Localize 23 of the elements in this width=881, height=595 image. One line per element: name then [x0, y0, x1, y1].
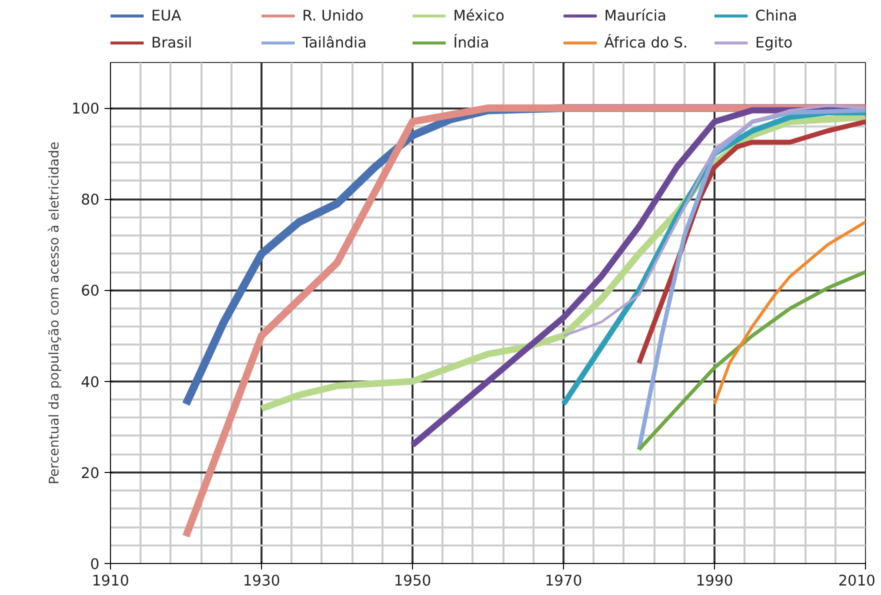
x-tick-label: 2010	[838, 572, 876, 590]
x-tick-label: 1910	[92, 572, 130, 590]
x-tick-label: 1970	[544, 572, 582, 590]
y-tick-label: 60	[80, 282, 100, 300]
y-axis-title: Percentual da população com acesso à eletricidade	[48, 142, 63, 484]
legend-label: Tailândia	[301, 34, 367, 52]
legend-label: Índia	[453, 34, 490, 52]
legend-label: R. Unido	[302, 8, 364, 24]
legend-label: México	[453, 8, 504, 24]
legend-label: Egito	[755, 34, 793, 52]
y-tick-label: 80	[80, 192, 100, 209]
legend-label: Brasil	[151, 34, 192, 52]
legend-label: China	[755, 8, 798, 24]
legend-label: Maurícia	[604, 8, 666, 24]
x-tick-label: 1990	[696, 572, 734, 590]
x-tick-label: 1930	[242, 572, 280, 590]
y-tick-label: 0	[90, 556, 100, 573]
legend-label: África do S.	[604, 34, 688, 52]
legend-label: EUA	[151, 8, 182, 24]
x-tick-label: 1950	[394, 572, 432, 590]
y-tick-label: 40	[80, 374, 100, 391]
y-tick-label: 20	[80, 464, 100, 482]
y-tick-label: 100	[72, 100, 100, 118]
